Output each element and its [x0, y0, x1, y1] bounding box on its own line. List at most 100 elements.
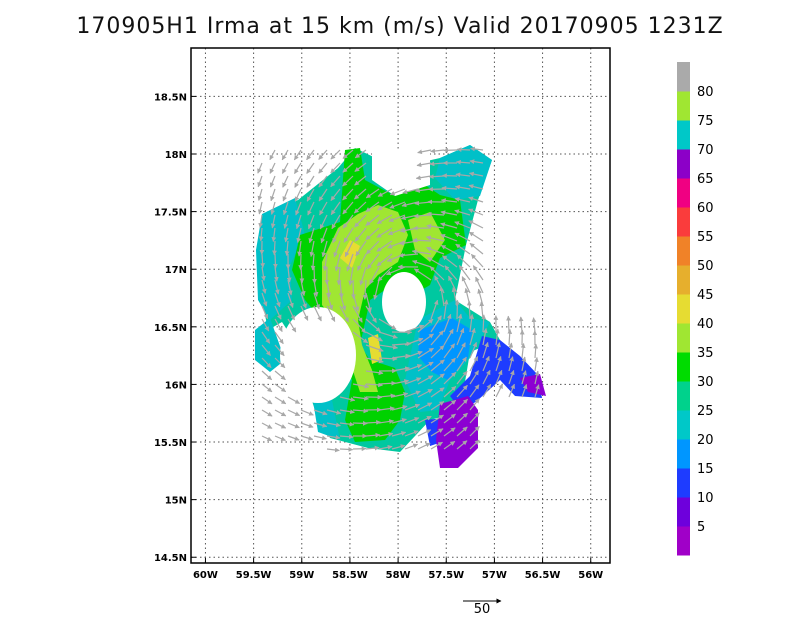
wind-vector-364 — [391, 431, 407, 437]
wind-vector-83 — [331, 214, 341, 230]
wind-vector-81 — [307, 214, 315, 230]
wind-vector-201 — [339, 305, 349, 323]
lon-tick-label: 58W — [386, 570, 411, 581]
colorbar-label: 55 — [697, 230, 714, 245]
latitude-labels: 18.5N 18N 17.5N 17N 16.5N 16N 15.5N 15N 14.5N — [154, 92, 187, 564]
wind-vector-222 — [365, 331, 383, 342]
wind-vector-208 — [261, 318, 270, 332]
wind-vector-365 — [404, 430, 419, 437]
wind-vector-158 — [369, 266, 380, 285]
wind-vector-311 — [430, 387, 445, 398]
wind-vector-36 — [415, 175, 432, 181]
wind-vector-29 — [282, 175, 289, 188]
lat-tick-label: 16N — [165, 380, 187, 391]
wind-vector-247 — [482, 328, 488, 346]
wind-vector-64 — [319, 201, 328, 216]
wind-vector-245 — [456, 327, 465, 346]
wind-vector-267 — [533, 343, 539, 359]
wind-vector-263 — [482, 341, 489, 359]
wind-vector-3 — [306, 149, 315, 161]
wind-vector-276 — [443, 357, 456, 372]
wind-vector-310 — [417, 388, 433, 398]
wind-vector-230 — [469, 313, 475, 333]
wind-vector-109 — [426, 223, 445, 229]
wind-vector-17 — [306, 162, 315, 174]
wind-vector-57 — [454, 184, 471, 190]
lon-tick-label: 59.5W — [236, 570, 272, 581]
wind-vector-85 — [354, 214, 367, 228]
lon-tick-label: 60W — [193, 570, 218, 581]
wind-vector-344 — [352, 420, 368, 426]
wind-vector-266 — [520, 343, 526, 359]
wind-vector-243 — [430, 330, 444, 346]
wind-vector-291 — [417, 375, 434, 385]
wind-vector-126 — [412, 237, 432, 243]
wind-vector-293 — [443, 371, 457, 385]
wind-vector-119 — [333, 240, 341, 258]
wind-vector-162 — [412, 259, 432, 268]
wind-vector-145 — [426, 246, 445, 255]
wind-vector-65 — [330, 201, 341, 215]
colorbar-label: 15 — [697, 462, 714, 477]
wind-vector-48 — [342, 188, 354, 201]
field-band-20 — [256, 198, 305, 320]
wind-vector-363 — [378, 431, 394, 437]
lat-tick-label: 17N — [165, 265, 187, 276]
colorbar-label: 80 — [697, 85, 714, 100]
wind-vector-144 — [411, 249, 432, 255]
wind-vector-188 — [339, 292, 347, 311]
data-gap-west — [280, 307, 356, 403]
wind-vector-284 — [261, 383, 273, 393]
wind-vector-104 — [365, 227, 380, 241]
wind-vector-16 — [293, 162, 302, 175]
wind-vector-82 — [319, 214, 328, 230]
wind-vector-30 — [294, 175, 302, 188]
wind-vector-274 — [417, 361, 434, 372]
wind-vector-278 — [469, 356, 479, 372]
wind-vector-253 — [274, 357, 286, 369]
wind-vector-227 — [430, 315, 442, 333]
colorbar-swatch-16 — [677, 62, 690, 92]
wind-vector-356 — [287, 435, 300, 441]
wind-vector-233 — [506, 315, 511, 333]
wind-vector-74 — [440, 198, 458, 203]
wind-vector-380 — [443, 440, 456, 450]
wind-vector-235 — [531, 317, 537, 333]
wind-vector-258 — [417, 347, 434, 359]
lat-tick-label: 15N — [165, 496, 187, 507]
wind-vector-60 — [270, 201, 276, 215]
wind-vector-182 — [261, 292, 268, 307]
wind-vector-214 — [430, 299, 439, 320]
wind-vector-236 — [261, 344, 271, 356]
wind-vector-238 — [365, 344, 384, 352]
wind-vector-167 — [261, 279, 267, 294]
wind-vector-114 — [272, 240, 277, 256]
wind-vector-375 — [378, 444, 393, 450]
wind-vector-381 — [456, 440, 468, 450]
lon-tick-label: 57.5W — [428, 570, 464, 581]
wind-vector-220 — [274, 331, 284, 345]
wind-vector-184 — [287, 292, 294, 308]
wind-vector-341 — [313, 422, 328, 428]
wind-vector-326 — [339, 409, 355, 415]
wind-vector-175 — [362, 279, 368, 300]
wind-vector-308 — [391, 392, 409, 398]
wind-vector-295 — [469, 370, 480, 385]
wind-vector-46 — [318, 188, 328, 202]
wind-vector-112 — [468, 220, 484, 229]
wind-vector-14 — [269, 162, 276, 174]
wind-vector-335 — [456, 398, 468, 411]
wind-vector-382 — [469, 439, 480, 450]
data-gap-north — [372, 150, 430, 196]
wind-vector-198 — [300, 305, 309, 321]
wind-vector-244 — [443, 328, 454, 346]
wind-vector-299 — [521, 370, 527, 385]
wind-vector-262 — [469, 341, 477, 359]
wind-vector-362 — [365, 432, 381, 438]
wind-vector-168 — [274, 279, 280, 295]
wind-vector-5 — [330, 149, 341, 160]
wind-vector-123 — [376, 240, 393, 252]
wind-vector-255 — [378, 356, 398, 362]
wind-vector-32 — [318, 175, 328, 188]
wind-vector-110 — [440, 222, 458, 229]
